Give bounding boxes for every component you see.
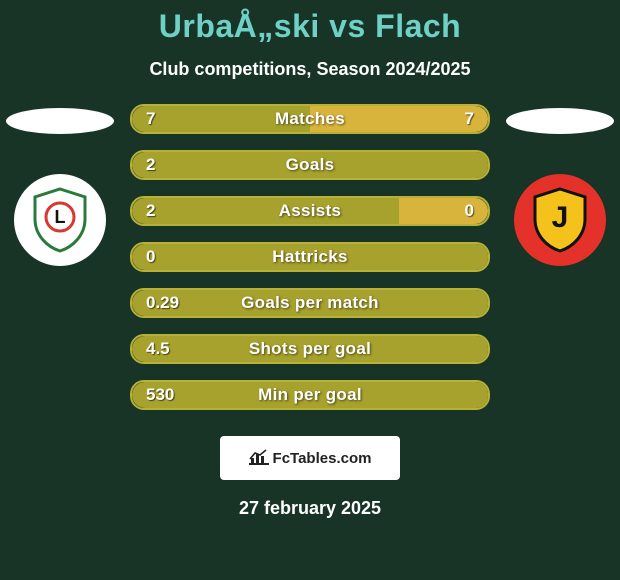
watermark-text: FcTables.com: [273, 450, 372, 467]
right-team-slot: J: [500, 108, 620, 266]
left-club-badge: L: [14, 174, 106, 266]
shield-icon: L: [25, 185, 95, 255]
stat-label: Assists: [132, 201, 488, 221]
comparison-title: UrbaÅ„ski vs Flach: [0, 8, 620, 45]
shield-icon: J: [525, 185, 595, 255]
left-flag-ellipse: [6, 108, 114, 134]
right-club-badge: J: [514, 174, 606, 266]
stat-label: Matches: [132, 109, 488, 129]
stats-area: L J 77Matches 2Goals 20Assists 0Hattricks 0.…: [0, 104, 620, 410]
comparison-date: 27 february 2025: [0, 498, 620, 519]
comparison-subtitle: Club competitions, Season 2024/2025: [0, 59, 620, 80]
stat-label: Goals: [132, 155, 488, 175]
stat-label: Shots per goal: [132, 339, 488, 359]
stat-row: 4.5Shots per goal: [130, 334, 490, 364]
svg-text:L: L: [55, 207, 66, 227]
comparison-card: UrbaÅ„ski vs Flach Club competitions, Se…: [0, 0, 620, 580]
stat-label: Min per goal: [132, 385, 488, 405]
stat-row: 0.29Goals per match: [130, 288, 490, 318]
svg-text:J: J: [552, 201, 569, 234]
stat-row: 0Hattricks: [130, 242, 490, 272]
right-flag-ellipse: [506, 108, 614, 134]
stat-row: 20Assists: [130, 196, 490, 226]
left-team-slot: L: [0, 108, 120, 266]
stat-row: 77Matches: [130, 104, 490, 134]
stat-rows-container: 77Matches 2Goals 20Assists 0Hattricks 0.29Go…: [130, 104, 490, 410]
chart-icon: [249, 449, 269, 467]
stat-label: Goals per match: [132, 293, 488, 313]
stat-label: Hattricks: [132, 247, 488, 267]
stat-row: 530Min per goal: [130, 380, 490, 410]
watermark-badge: FcTables.com: [220, 436, 400, 480]
left-badge-inner: L: [19, 179, 101, 261]
stat-row: 2Goals: [130, 150, 490, 180]
right-badge-inner: J: [519, 179, 601, 261]
